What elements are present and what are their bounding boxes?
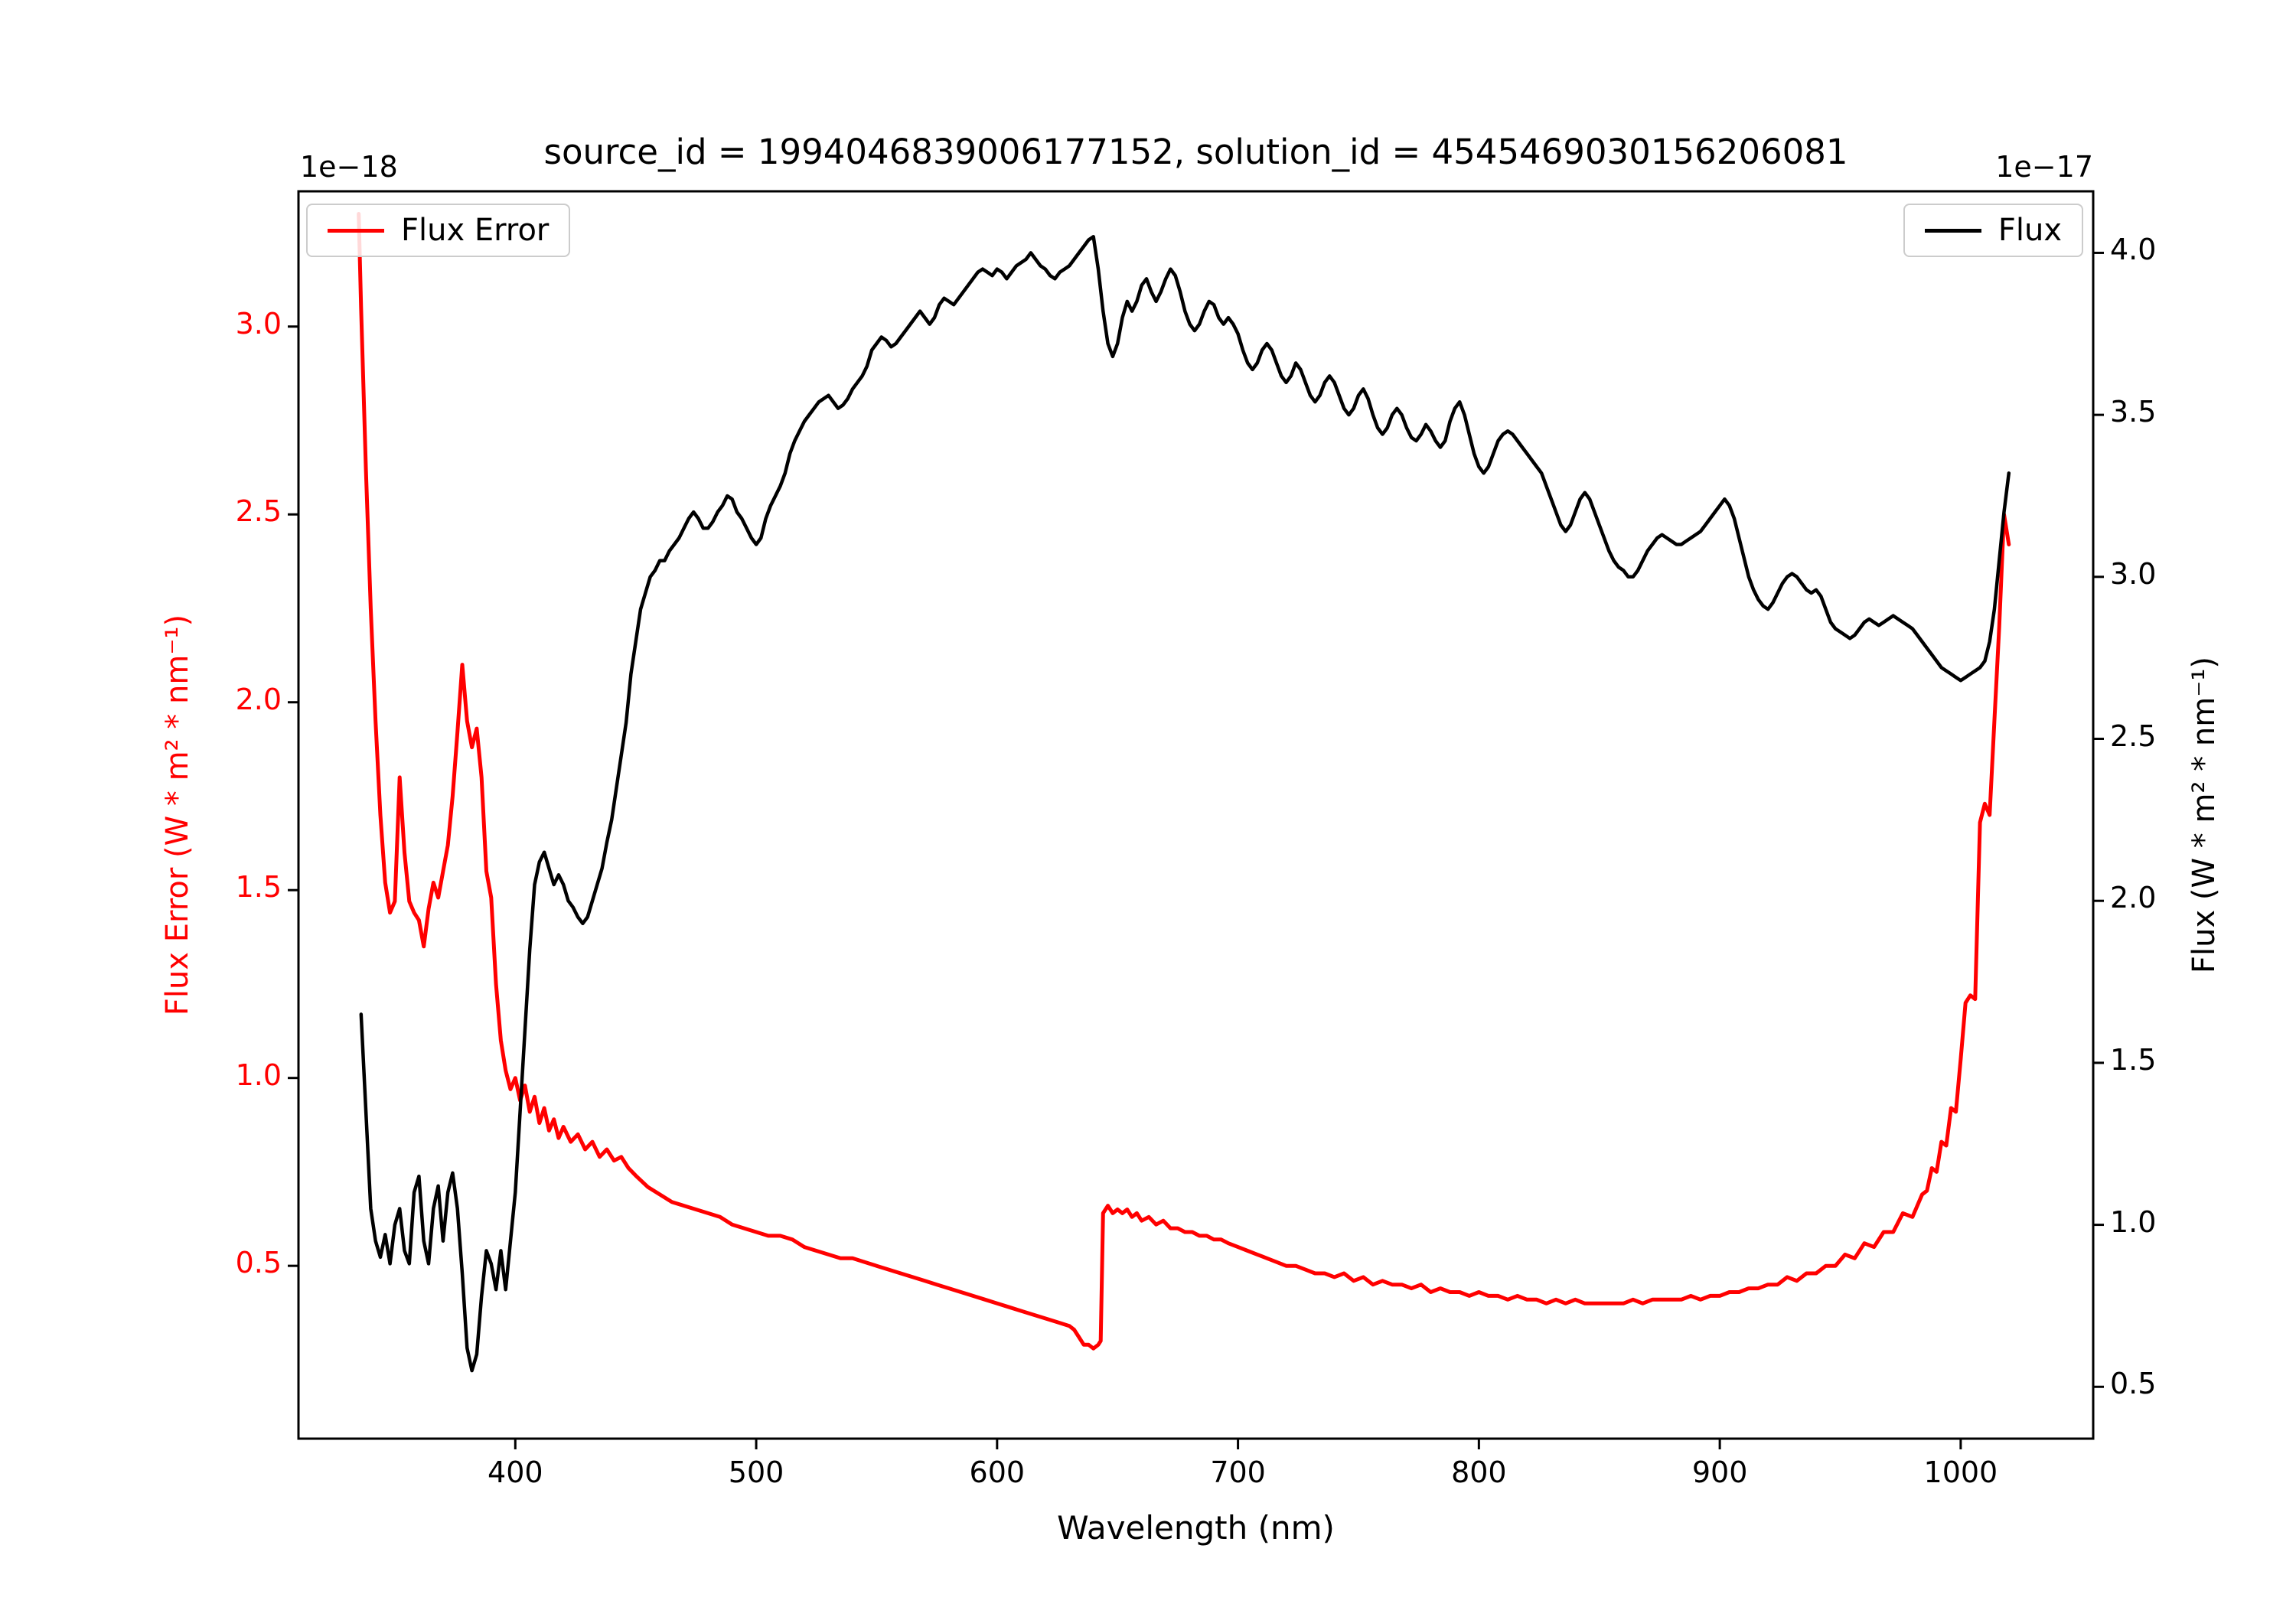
right-y-tick-label: 4.0 [2110,233,2157,267]
left-y-tick-label: 2.0 [235,682,282,716]
chart-title: source_id = 1994046839006177152, solutio… [543,132,1848,172]
right-y-axis-label: Flux (W * m² * nm⁻¹) [2187,657,2222,973]
x-tick-label: 800 [1451,1455,1507,1489]
legend-flux-error: Flux Error [306,204,571,257]
legend-flux: Flux [1903,204,2083,257]
right-y-tick-label: 1.0 [2110,1204,2157,1239]
right-y-tick-label: 2.5 [2110,719,2157,753]
x-tick-label: 900 [1691,1455,1748,1489]
right-y-tick-label: 3.0 [2110,556,2157,591]
x-tick-label: 1000 [1923,1455,1998,1489]
left-y-tick-label: 1.5 [235,870,282,905]
left-y-tick-label: 2.5 [235,494,282,529]
left-y-tick-label: 0.5 [235,1246,282,1280]
flux-error-legend-label: Flux Error [401,213,550,248]
x-tick-label: 600 [969,1455,1026,1489]
right-y-tick-label: 3.5 [2110,395,2157,429]
flux-legend-label: Flux [1998,213,2062,248]
x-tick-label: 400 [488,1455,543,1489]
right-y-tick-label: 1.5 [2110,1042,2157,1077]
flux-curve [359,235,2011,1373]
x-axis-label: Wavelength (nm) [1057,1509,1335,1547]
right-y-tick-label: 2.0 [2110,881,2157,915]
flux-error-legend-line-sample [328,228,384,233]
left-y-axis-label: Flux Error (W * m² * nm⁻¹) [160,614,195,1016]
axes-frame [297,190,2095,1440]
left-y-tick-label: 3.0 [235,306,282,341]
flux-error-curve [357,212,2011,1351]
flux-legend-line-sample [1924,228,1981,233]
left-axis-offset-text: 1e−18 [300,150,398,184]
x-tick-label: 500 [728,1455,784,1489]
x-tick-label: 700 [1210,1455,1266,1489]
right-y-tick-label: 0.5 [2110,1367,2157,1401]
right-axis-offset-text: 1e−17 [1995,150,2093,184]
left-y-tick-label: 1.0 [235,1058,282,1092]
